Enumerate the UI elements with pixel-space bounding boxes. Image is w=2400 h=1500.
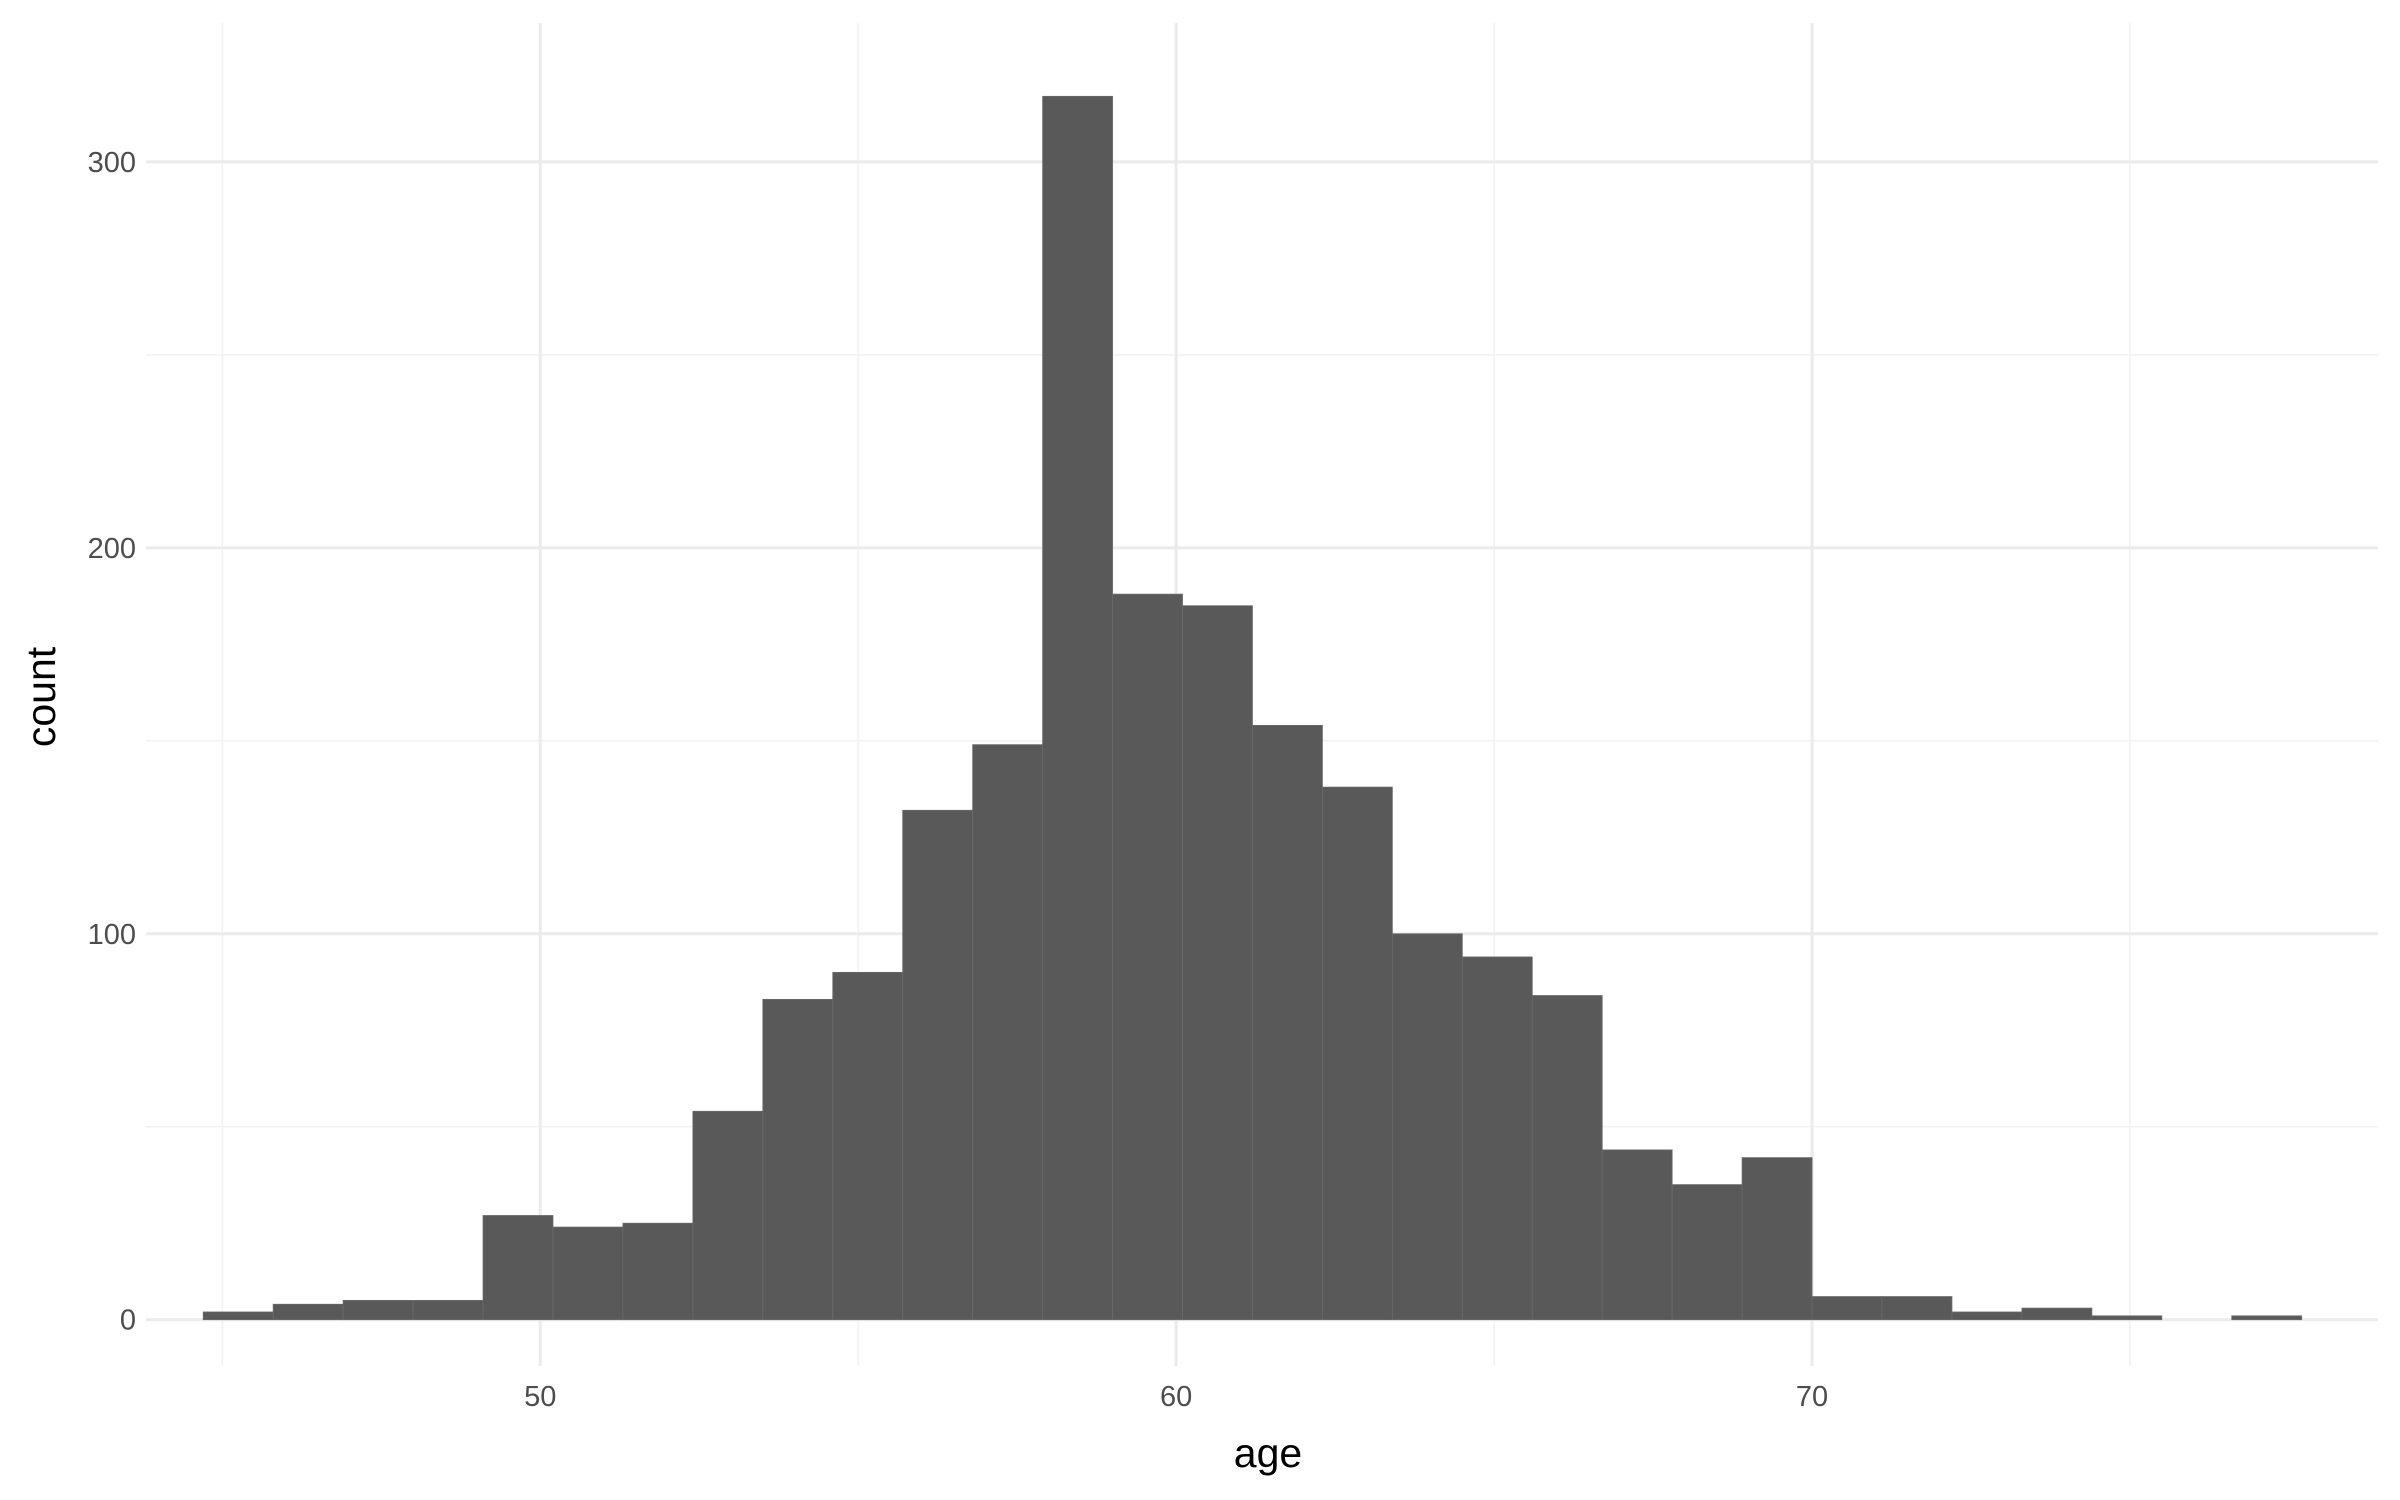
histogram-bar: [1741, 1157, 1813, 1321]
histogram-bar: [2021, 1307, 2093, 1321]
histogram-bar: [412, 1299, 484, 1321]
histogram-bar: [2231, 1315, 2303, 1321]
histogram-bar: [832, 971, 904, 1321]
histogram-bar: [2091, 1315, 2163, 1321]
histogram-bar: [342, 1299, 414, 1321]
histogram-bar: [1182, 605, 1253, 1321]
y-axis-title: count: [18, 646, 64, 747]
y-tick-label: 100: [88, 919, 136, 951]
histogram-bars: [202, 95, 2303, 1321]
histogram-bar: [972, 744, 1044, 1321]
histogram-bar: [692, 1110, 764, 1321]
histogram-bar: [902, 809, 974, 1321]
histogram-bar: [622, 1222, 694, 1321]
histogram-bar: [272, 1303, 344, 1321]
x-tick-label: 70: [1796, 1381, 1828, 1413]
histogram-bar: [1042, 95, 1113, 1321]
histogram-bar: [552, 1226, 624, 1321]
histogram-bar: [1671, 1184, 1743, 1321]
histogram-bar: [1391, 933, 1463, 1321]
histogram-bar: [1531, 995, 1603, 1321]
y-tick-label: 300: [88, 147, 136, 179]
histogram-bar: [1881, 1296, 1953, 1321]
histogram-bar: [1951, 1311, 2023, 1321]
histogram-bar: [1112, 593, 1183, 1321]
histogram-bar: [1322, 786, 1393, 1321]
y-tick-label: 200: [88, 533, 136, 565]
x-tick-label: 60: [1160, 1381, 1192, 1413]
histogram-bar: [1461, 956, 1533, 1321]
histogram-bar: [1252, 724, 1323, 1321]
y-tick-label: 0: [120, 1305, 136, 1337]
histogram-bar: [762, 998, 834, 1321]
histogram-bar: [1601, 1149, 1673, 1321]
histogram-bar: [202, 1311, 274, 1321]
histogram-bar: [482, 1215, 554, 1321]
axis-tick-labels: 0 100 200 300 50 60 70: [88, 147, 1829, 1413]
x-axis-title: age: [1234, 1430, 1302, 1476]
x-tick-label: 50: [524, 1381, 556, 1413]
histogram-bar: [1811, 1296, 1883, 1321]
